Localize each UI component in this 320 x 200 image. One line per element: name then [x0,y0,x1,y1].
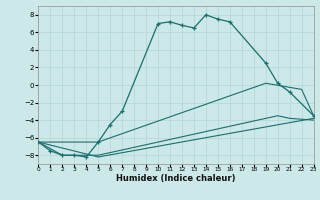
X-axis label: Humidex (Indice chaleur): Humidex (Indice chaleur) [116,174,236,183]
